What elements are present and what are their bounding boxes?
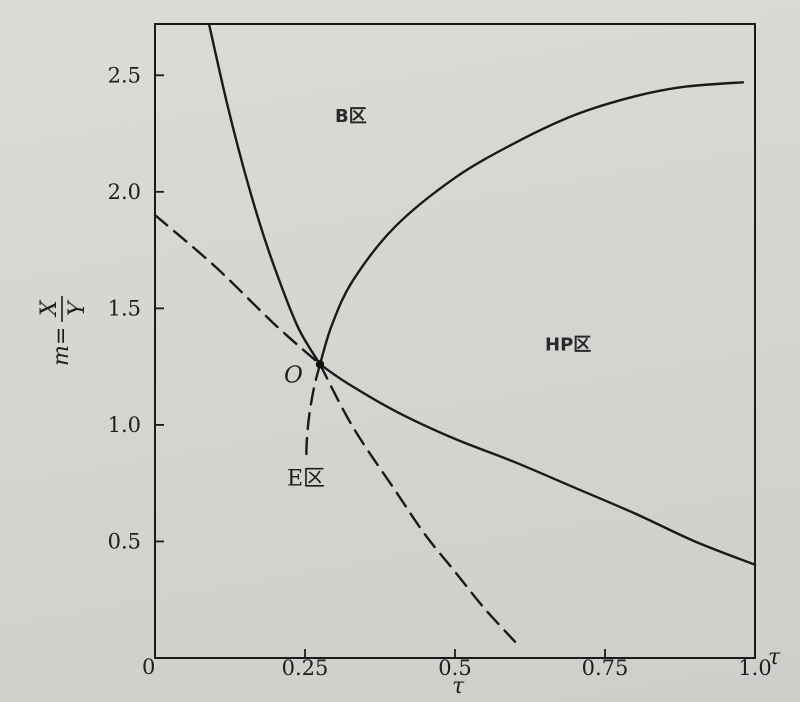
x-tick-label: 0.25 (282, 656, 329, 680)
y-axis-title-denominator: Y (65, 299, 90, 316)
y-tick-label: 1.5 (108, 296, 141, 320)
solid-curve-2 (318, 81, 745, 366)
curves (153, 22, 757, 643)
x-axis-ticks: 0.25 0.5 0.75 1.0 (282, 649, 772, 680)
x-tick-label: 0.75 (582, 656, 629, 680)
region-label: B区 (335, 106, 367, 127)
dashed-curve-4 (153, 213, 322, 366)
y-tick-label: 2.5 (108, 63, 141, 87)
solid-curve-3 (318, 363, 757, 566)
y-axis-title-prefix: m= (49, 327, 74, 366)
x-tick-label: 0.5 (438, 656, 471, 680)
plot-border (154, 23, 756, 659)
plot-frame (154, 23, 756, 659)
x-tick-label: 1.0 (738, 656, 771, 680)
y-tick-label: 0.5 (108, 529, 141, 553)
point-o-label: O (284, 362, 303, 388)
point-o-marker (315, 360, 325, 369)
x-axis-title: τ (452, 674, 465, 699)
y-axis-title: m= X Y (37, 296, 90, 366)
y-tick-label: 2.0 (108, 180, 141, 204)
region-label: E区 (287, 467, 325, 492)
solid-curve-1 (207, 22, 322, 366)
dashed-curve-5 (318, 363, 517, 643)
y-tick-label: 1.0 (108, 413, 141, 437)
origin-label: 0 (142, 655, 155, 679)
region-label: HP区 (545, 334, 591, 355)
y-axis-ticks: 0.5 1.0 1.5 2.0 2.5 (108, 63, 164, 553)
dashed-curve-6 (305, 363, 322, 464)
region-labels: B区 HP区 E区 (287, 106, 591, 492)
y-axis-title-numerator: X (37, 299, 62, 318)
x-axis-end-label: τ (768, 645, 781, 670)
